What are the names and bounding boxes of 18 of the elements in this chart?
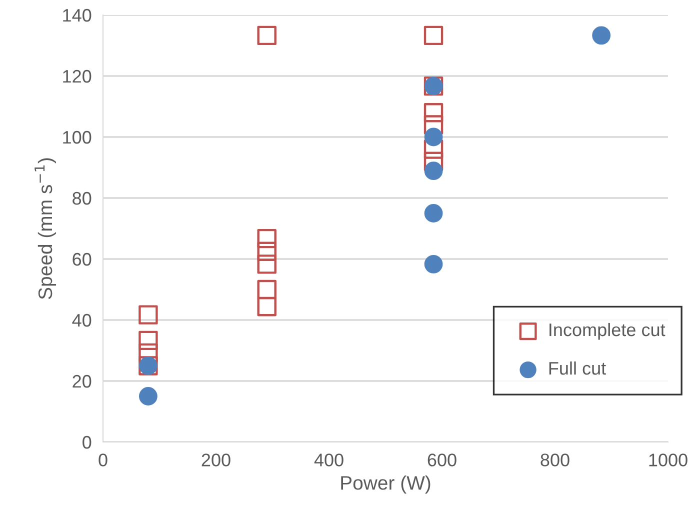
x-tick-label: 400: [314, 454, 344, 466]
x-tick-label: 1000: [649, 454, 688, 466]
y-tick-label: 80: [72, 192, 92, 205]
y-tick-label: 20: [72, 374, 92, 388]
x-tick-label: 800: [540, 454, 570, 466]
legend-label: Full cut: [549, 361, 606, 375]
y-tick-label: 40: [72, 314, 92, 327]
y-tick-label: 60: [72, 252, 92, 266]
x-tick-label: 600: [428, 454, 456, 466]
y-tick-label: 120: [63, 70, 92, 83]
x-axis-title: Power (W): [341, 476, 430, 494]
x-tick-label: 0: [98, 454, 108, 466]
y-tick-label: 140: [63, 8, 92, 22]
y-axis-title: Speed (mm s$^{−1}$): [34, 158, 56, 300]
y-tick-label: 100: [63, 130, 92, 144]
y-tick-label: 0: [82, 436, 92, 449]
legend-label: Incomplete cut: [550, 322, 666, 340]
x-tick-label: 200: [202, 454, 230, 466]
